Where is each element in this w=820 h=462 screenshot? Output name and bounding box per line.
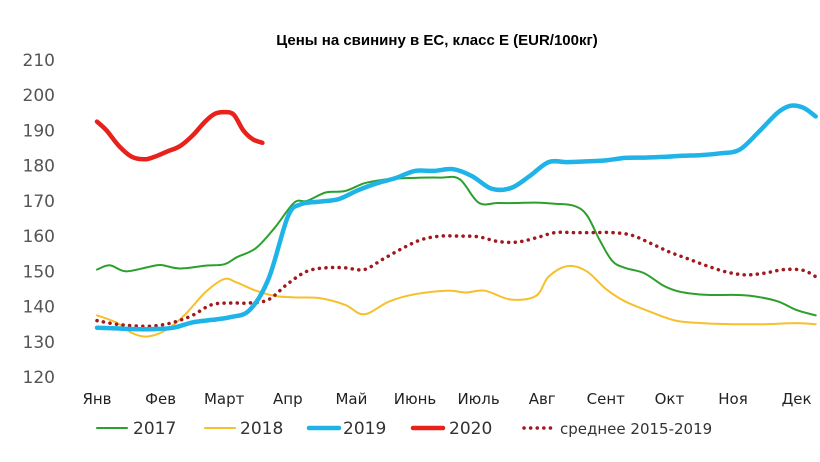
y-tick-label: 210 [23, 51, 55, 71]
legend-label: 2018 [240, 419, 283, 439]
x-tick-label: Ноя [718, 390, 747, 408]
x-tick-label: Фев [145, 390, 176, 408]
y-tick-label: 130 [23, 333, 55, 353]
y-tick-label: 160 [23, 227, 55, 247]
x-tick-label: Окт [655, 390, 685, 408]
x-tick-label: Янв [82, 390, 111, 408]
series-line-2017 [96, 175, 817, 317]
series-line-2020 [94, 109, 265, 162]
x-tick-label: Сент [587, 390, 626, 408]
y-tick-label: 190 [23, 121, 55, 141]
legend-label: среднее 2015-2019 [560, 420, 712, 438]
y-tick-label: 120 [23, 368, 55, 388]
legend-label: 2019 [343, 419, 386, 439]
y-tick-label: 150 [23, 262, 55, 282]
y-axis: 120 130 140 150 160 170 180 190 200 210 [23, 51, 55, 388]
x-tick-label: Дек [782, 390, 812, 408]
legend: 2017 2018 2019 2020 среднее 2015-2019 [96, 419, 712, 439]
x-tick-label: Май [335, 390, 367, 408]
y-tick-label: 180 [23, 157, 55, 177]
series-line-среднее-2015-2019 [95, 230, 818, 328]
x-tick-label: Июнь [394, 390, 437, 408]
legend-label: 2017 [133, 419, 176, 439]
series-layer [94, 103, 818, 338]
x-tick-label: Апр [273, 390, 303, 408]
legend-label: 2020 [449, 419, 492, 439]
x-axis: Янв Фев Март Апр Май Июнь Июль Авг Сент Окт Ноя Дек [82, 390, 811, 408]
series-line-2018 [96, 264, 817, 338]
y-tick-label: 200 [23, 86, 55, 106]
x-tick-label: Авг [529, 390, 556, 408]
y-tick-label: 140 [23, 298, 55, 318]
series-line-2019 [94, 103, 818, 332]
x-tick-label: Июль [457, 390, 499, 408]
x-tick-label: Март [204, 390, 245, 408]
y-tick-label: 170 [23, 192, 55, 212]
chart-title: Цены на свинину в ЕС, класс Е (EUR/100кг… [276, 32, 597, 49]
